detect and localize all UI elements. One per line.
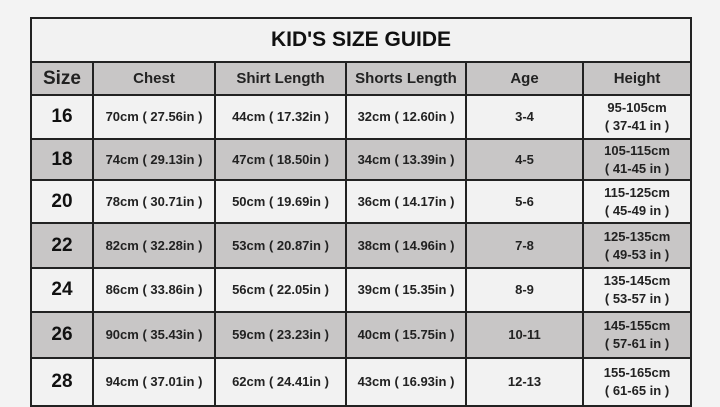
table-row: 26 90cm ( 35.43in ) 59cm ( 23.23in ) 40cm (… bbox=[30, 311, 693, 359]
table-row: 20 78cm ( 30.71in ) 50cm ( 19.69in ) 36cm (… bbox=[30, 179, 693, 224]
header-chest: Chest bbox=[92, 61, 216, 96]
cell-age: 8-9 bbox=[465, 267, 584, 313]
header-age: Age bbox=[465, 61, 584, 96]
table-row: 16 70cm ( 27.56in ) 44cm ( 17.32in ) 32cm (… bbox=[30, 94, 693, 140]
height-in: ( 49-53 in ) bbox=[604, 246, 670, 262]
height-in: ( 57-61 in ) bbox=[604, 336, 670, 351]
cell-height: 105-115cm ( 41-45 in ) bbox=[581, 138, 693, 181]
height-in: ( 41-45 in ) bbox=[604, 160, 670, 176]
cell-shirt-length: 50cm ( 19.69in ) bbox=[214, 179, 347, 224]
cell-age: 4-5 bbox=[465, 138, 584, 181]
cell-size: 20 bbox=[30, 179, 94, 224]
cell-shirt-length: 62cm ( 24.41in ) bbox=[214, 357, 347, 407]
cell-size: 18 bbox=[30, 138, 94, 181]
size-guide-table: KID'S SIZE GUIDE Size Chest Shirt Length… bbox=[29, 17, 693, 407]
height-in: ( 45-49 in ) bbox=[604, 202, 670, 218]
cell-chest: 74cm ( 29.13in ) bbox=[92, 138, 216, 181]
header-row: Size Chest Shirt Length Shorts Length Ag… bbox=[30, 61, 693, 96]
cell-height: 135-145cm ( 53-57 in ) bbox=[581, 267, 693, 313]
cell-height: 145-155cm ( 57-61 in ) bbox=[581, 311, 693, 359]
cell-shorts-length: 43cm ( 16.93in ) bbox=[345, 357, 467, 407]
cell-shirt-length: 53cm ( 20.87in ) bbox=[214, 222, 347, 269]
table-row: 28 94cm ( 37.01in ) 62cm ( 24.41in ) 43cm (… bbox=[30, 357, 693, 407]
cell-height: 155-165cm ( 61-65 in ) bbox=[581, 357, 693, 407]
table-title: KID'S SIZE GUIDE bbox=[29, 17, 693, 63]
cell-chest: 86cm ( 33.86in ) bbox=[92, 267, 216, 313]
height-cm: 155-165cm bbox=[603, 365, 671, 380]
cell-shirt-length: 56cm ( 22.05in ) bbox=[214, 267, 347, 313]
cell-size: 26 bbox=[30, 311, 94, 359]
cell-age: 5-6 bbox=[465, 179, 584, 224]
cell-shirt-length: 59cm ( 23.23in ) bbox=[214, 311, 347, 359]
cell-shorts-length: 39cm ( 15.35in ) bbox=[345, 267, 467, 313]
cell-size: 24 bbox=[30, 267, 94, 313]
cell-size: 16 bbox=[30, 94, 94, 140]
height-cm: 115-125cm bbox=[604, 184, 670, 200]
cell-shirt-length: 47cm ( 18.50in ) bbox=[214, 138, 347, 181]
height-cm: 105-115cm bbox=[604, 142, 670, 158]
height-in: ( 53-57 in ) bbox=[604, 291, 670, 306]
cell-age: 3-4 bbox=[465, 94, 584, 140]
height-in: ( 61-65 in ) bbox=[604, 383, 670, 398]
header-shorts-length: Shorts Length bbox=[345, 61, 467, 96]
header-shirt-length: Shirt Length bbox=[214, 61, 347, 96]
cell-chest: 90cm ( 35.43in ) bbox=[92, 311, 216, 359]
header-size: Size bbox=[30, 61, 94, 96]
cell-age: 7-8 bbox=[465, 222, 584, 269]
cell-shirt-length: 44cm ( 17.32in ) bbox=[214, 94, 347, 140]
cell-shorts-length: 34cm ( 13.39in ) bbox=[345, 138, 467, 181]
height-cm: 135-145cm bbox=[603, 273, 671, 288]
cell-size: 28 bbox=[30, 357, 94, 407]
cell-shorts-length: 40cm ( 15.75in ) bbox=[345, 311, 467, 359]
height-cm: 145-155cm bbox=[603, 318, 671, 333]
cell-shorts-length: 32cm ( 12.60in ) bbox=[345, 94, 467, 140]
cell-chest: 94cm ( 37.01in ) bbox=[92, 357, 216, 407]
cell-height: 95-105cm ( 37-41 in ) bbox=[581, 94, 693, 140]
cell-chest: 78cm ( 30.71in ) bbox=[92, 179, 216, 224]
cell-size: 22 bbox=[30, 222, 94, 269]
header-height: Height bbox=[581, 61, 693, 96]
cell-shorts-length: 38cm ( 14.96in ) bbox=[345, 222, 467, 269]
cell-age: 10-11 bbox=[465, 311, 584, 359]
table-row: 18 74cm ( 29.13in ) 47cm ( 18.50in ) 34cm (… bbox=[30, 138, 693, 181]
cell-height: 125-135cm ( 49-53 in ) bbox=[581, 222, 693, 269]
height-cm: 95-105cm bbox=[607, 100, 667, 115]
cell-height: 115-125cm ( 45-49 in ) bbox=[581, 179, 693, 224]
cell-age: 12-13 bbox=[465, 357, 584, 407]
cell-shorts-length: 36cm ( 14.17in ) bbox=[345, 179, 467, 224]
cell-chest: 70cm ( 27.56in ) bbox=[92, 94, 216, 140]
cell-chest: 82cm ( 32.28in ) bbox=[92, 222, 216, 269]
height-in: ( 37-41 in ) bbox=[604, 118, 670, 133]
table-row: 24 86cm ( 33.86in ) 56cm ( 22.05in ) 39cm (… bbox=[30, 267, 693, 313]
table-row: 22 82cm ( 32.28in ) 53cm ( 20.87in ) 38cm (… bbox=[30, 222, 693, 269]
height-cm: 125-135cm bbox=[603, 228, 671, 244]
